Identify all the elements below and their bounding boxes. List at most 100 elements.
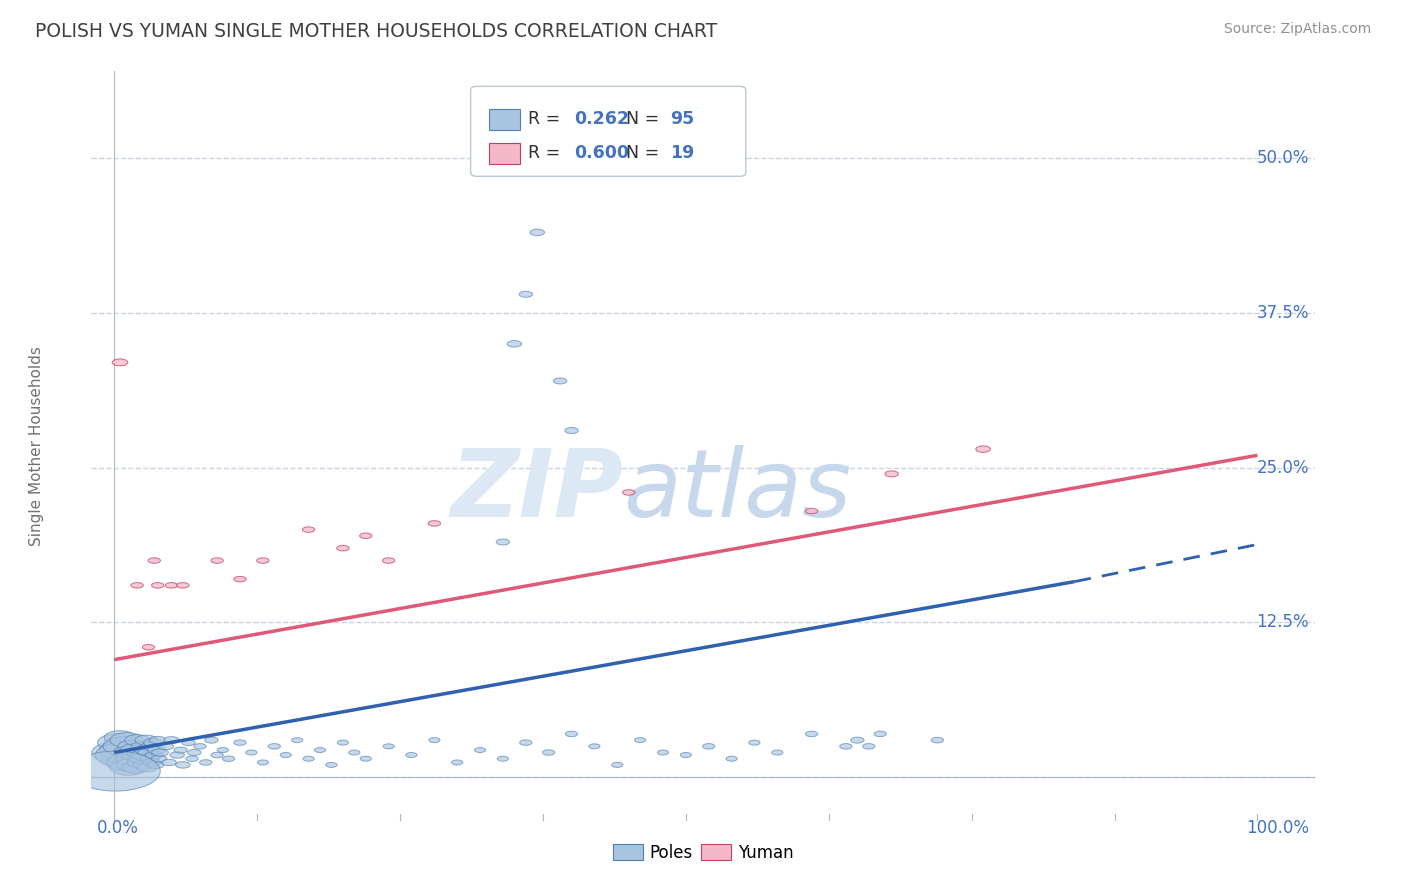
Ellipse shape: [806, 731, 818, 737]
Text: Single Mother Households: Single Mother Households: [30, 346, 44, 546]
Legend: Poles, Yuman: Poles, Yuman: [606, 838, 800, 869]
Ellipse shape: [97, 733, 138, 752]
Ellipse shape: [429, 738, 440, 743]
Ellipse shape: [162, 759, 176, 765]
Ellipse shape: [520, 739, 531, 746]
Ellipse shape: [148, 761, 165, 769]
Ellipse shape: [349, 750, 360, 755]
Ellipse shape: [508, 341, 522, 347]
Ellipse shape: [114, 746, 145, 759]
Ellipse shape: [112, 359, 128, 366]
Text: Source: ZipAtlas.com: Source: ZipAtlas.com: [1223, 22, 1371, 37]
Ellipse shape: [108, 759, 135, 771]
Ellipse shape: [658, 750, 669, 755]
Ellipse shape: [302, 756, 314, 761]
Ellipse shape: [498, 756, 509, 761]
Ellipse shape: [863, 744, 875, 749]
Text: 37.5%: 37.5%: [1257, 304, 1309, 322]
Text: 0.0%: 0.0%: [97, 820, 139, 838]
Text: 95: 95: [671, 110, 695, 128]
Ellipse shape: [131, 750, 155, 760]
Ellipse shape: [681, 753, 692, 757]
Ellipse shape: [205, 737, 218, 743]
Ellipse shape: [280, 753, 291, 757]
Ellipse shape: [725, 756, 737, 761]
Ellipse shape: [429, 521, 440, 526]
Ellipse shape: [107, 754, 145, 771]
Ellipse shape: [806, 508, 818, 514]
FancyBboxPatch shape: [471, 87, 745, 177]
Text: 50.0%: 50.0%: [1257, 149, 1309, 167]
Ellipse shape: [121, 749, 146, 761]
Ellipse shape: [291, 738, 302, 743]
Ellipse shape: [91, 741, 141, 764]
Ellipse shape: [839, 744, 852, 749]
Ellipse shape: [152, 748, 169, 756]
Ellipse shape: [138, 747, 159, 757]
Ellipse shape: [163, 737, 179, 744]
Ellipse shape: [129, 754, 152, 764]
Ellipse shape: [131, 582, 143, 588]
Ellipse shape: [152, 582, 165, 588]
Ellipse shape: [623, 490, 636, 495]
FancyBboxPatch shape: [489, 144, 520, 164]
Ellipse shape: [186, 756, 198, 762]
Ellipse shape: [187, 749, 201, 756]
Ellipse shape: [222, 756, 235, 762]
Ellipse shape: [125, 735, 149, 746]
FancyBboxPatch shape: [489, 109, 520, 130]
Ellipse shape: [382, 558, 395, 564]
Ellipse shape: [127, 747, 152, 758]
Ellipse shape: [269, 744, 280, 749]
Text: 25.0%: 25.0%: [1257, 458, 1309, 476]
Ellipse shape: [211, 752, 224, 757]
Ellipse shape: [176, 762, 190, 768]
Ellipse shape: [117, 758, 148, 772]
Text: 100.0%: 100.0%: [1246, 820, 1309, 838]
Text: 0.600: 0.600: [575, 144, 630, 162]
Ellipse shape: [194, 744, 207, 749]
Ellipse shape: [200, 760, 212, 765]
Ellipse shape: [884, 471, 898, 477]
Text: 19: 19: [671, 144, 695, 162]
Ellipse shape: [148, 746, 166, 754]
Ellipse shape: [851, 737, 865, 743]
Ellipse shape: [143, 739, 163, 747]
Ellipse shape: [170, 752, 184, 758]
Ellipse shape: [360, 533, 373, 539]
Ellipse shape: [360, 756, 371, 761]
Ellipse shape: [150, 756, 167, 762]
Ellipse shape: [135, 735, 157, 745]
Ellipse shape: [530, 229, 544, 235]
Ellipse shape: [257, 558, 269, 564]
Ellipse shape: [118, 740, 145, 752]
Ellipse shape: [218, 747, 228, 753]
Ellipse shape: [211, 558, 224, 564]
Ellipse shape: [451, 760, 463, 765]
Ellipse shape: [181, 739, 195, 746]
Ellipse shape: [233, 739, 246, 746]
Ellipse shape: [554, 378, 567, 384]
Ellipse shape: [110, 759, 146, 775]
Ellipse shape: [127, 757, 149, 767]
Text: R =: R =: [529, 110, 565, 128]
Ellipse shape: [513, 143, 527, 149]
Ellipse shape: [177, 582, 188, 588]
Text: atlas: atlas: [623, 445, 852, 536]
Ellipse shape: [131, 741, 152, 751]
Ellipse shape: [382, 744, 394, 748]
Ellipse shape: [519, 292, 533, 297]
Ellipse shape: [233, 576, 246, 582]
Ellipse shape: [772, 750, 783, 755]
Ellipse shape: [141, 755, 159, 763]
Ellipse shape: [406, 753, 418, 757]
Ellipse shape: [115, 752, 145, 765]
Ellipse shape: [589, 744, 600, 748]
Ellipse shape: [122, 762, 149, 773]
Ellipse shape: [143, 758, 160, 766]
Ellipse shape: [336, 545, 349, 551]
Ellipse shape: [302, 527, 315, 533]
Ellipse shape: [931, 738, 943, 743]
Ellipse shape: [70, 751, 160, 791]
Ellipse shape: [141, 742, 160, 751]
